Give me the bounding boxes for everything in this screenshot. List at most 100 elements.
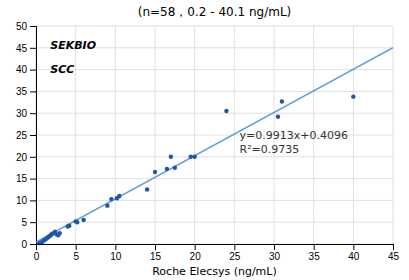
title: (n=58，0.2 - 40.1 ng/mL) — [138, 5, 292, 19]
x-tick: 15 — [150, 244, 162, 262]
y-tick: 50 — [16, 21, 36, 32]
y-tick-mark — [30, 26, 36, 27]
y-axis-line — [30, 27, 37, 245]
point — [192, 155, 196, 159]
point — [145, 187, 149, 191]
y-tick-label: 40 — [16, 64, 28, 75]
x-tick-label: 25 — [229, 251, 241, 262]
y-tick-label: 30 — [16, 108, 28, 119]
x-tick: 20 — [190, 244, 202, 262]
point — [153, 170, 157, 174]
point — [105, 203, 109, 207]
x-tick: 40 — [348, 244, 360, 262]
x-axis-line — [37, 245, 394, 251]
chart: 0 5 10 15 20 25 30 35 40 45 0 5 10 15 20 25 30 35 40 45 50 SE… — [0, 0, 409, 280]
x-tick-label: 40 — [348, 251, 360, 262]
x-axis-title: Roche Elecsys (ng/mL) — [152, 265, 277, 278]
x-tick-mark — [234, 244, 235, 250]
x-tick-label: 15 — [150, 251, 162, 262]
y-tick-label: 20 — [16, 152, 28, 163]
y-tick-label: 15 — [16, 173, 28, 184]
y-tick: 35 — [16, 86, 36, 97]
y-tick-mark — [30, 244, 36, 245]
grid-line-y — [36, 113, 393, 114]
y-tick-mark — [30, 113, 36, 114]
grid-line-y — [36, 178, 393, 179]
point — [58, 231, 62, 235]
y-tick: 40 — [16, 64, 36, 75]
x-tick: 35 — [309, 244, 321, 262]
y-tick-label: 5 — [21, 217, 27, 228]
y-tick-mark — [30, 91, 36, 92]
y-tick-mark — [30, 135, 36, 136]
x-tick-label: 30 — [269, 251, 281, 262]
point — [67, 223, 71, 227]
x-tick-mark — [393, 244, 394, 250]
y-tick: 5 — [21, 217, 36, 228]
x-tick: 5 — [73, 244, 79, 262]
grid-line-y — [36, 200, 393, 201]
equation-label: R²=0.9735 — [239, 143, 299, 156]
marks — [36, 48, 393, 244]
x-tick: 30 — [269, 244, 281, 262]
points — [37, 94, 356, 244]
x-tick-mark — [353, 244, 354, 250]
point — [276, 114, 280, 118]
x-axis: 0 5 10 15 20 25 30 35 40 45 — [34, 244, 400, 262]
grid — [36, 26, 393, 244]
point — [165, 167, 169, 171]
annotations: SEKBIO SCC y=0.9913x+0.4096R²=0.9735 — [50, 39, 348, 155]
y-tick: 10 — [16, 195, 36, 206]
point — [109, 197, 113, 201]
y-tick-label: 45 — [16, 43, 28, 54]
point — [351, 94, 355, 98]
x-tick-label: 5 — [73, 251, 79, 262]
point — [280, 99, 284, 103]
y-tick-mark — [30, 48, 36, 49]
x-tick-mark — [314, 244, 315, 250]
x-tick: 45 — [388, 244, 400, 262]
x-tick-mark — [274, 244, 275, 250]
regression-line — [36, 48, 393, 242]
point — [224, 109, 228, 113]
y-tick-label: 25 — [16, 130, 28, 141]
point — [117, 194, 121, 198]
y-tick: 15 — [16, 173, 36, 184]
point — [81, 218, 85, 222]
y-tick-mark — [30, 179, 36, 180]
x-tick-label: 10 — [110, 251, 122, 262]
y-tick-mark — [30, 157, 36, 158]
x-tick: 25 — [229, 244, 241, 262]
point — [169, 155, 173, 159]
y-tick-mark — [30, 70, 36, 71]
plot-area: 0 5 10 15 20 25 30 35 40 45 0 5 10 15 20 25 30 35 40 45 50 SE… — [16, 21, 400, 262]
x-tick-label: 45 — [388, 251, 400, 262]
y-tick: 45 — [16, 43, 36, 54]
x-tick-label: 0 — [34, 251, 40, 262]
x-tick-mark — [76, 244, 77, 250]
y-tick: 30 — [16, 108, 36, 119]
grid-line-y — [36, 26, 393, 27]
point — [173, 166, 177, 170]
panel-label: SEKBIO — [50, 39, 96, 52]
y-tick-label: 10 — [16, 195, 28, 206]
y-tick: 25 — [16, 130, 36, 141]
y-tick-label: 35 — [16, 86, 28, 97]
grid-line-y — [36, 156, 393, 157]
equation-label: y=0.9913x+0.4096 — [239, 129, 347, 142]
grid-line-y — [36, 69, 393, 70]
y-tick-label: 0 — [21, 239, 27, 250]
point — [75, 220, 79, 224]
y-tick-mark — [30, 222, 36, 223]
x-tick-mark — [155, 244, 156, 250]
x-tick-mark — [195, 244, 196, 250]
panel-label: SCC — [50, 63, 74, 76]
x-tick-label: 35 — [309, 251, 321, 262]
point — [189, 155, 193, 159]
y-tick-mark — [30, 200, 36, 201]
x-tick: 0 — [34, 244, 40, 262]
x-tick-label: 20 — [190, 251, 202, 262]
y-tick: 20 — [16, 152, 36, 163]
y-axis: 0 5 10 15 20 25 30 35 40 45 50 — [16, 21, 37, 250]
x-tick-mark — [115, 244, 116, 250]
